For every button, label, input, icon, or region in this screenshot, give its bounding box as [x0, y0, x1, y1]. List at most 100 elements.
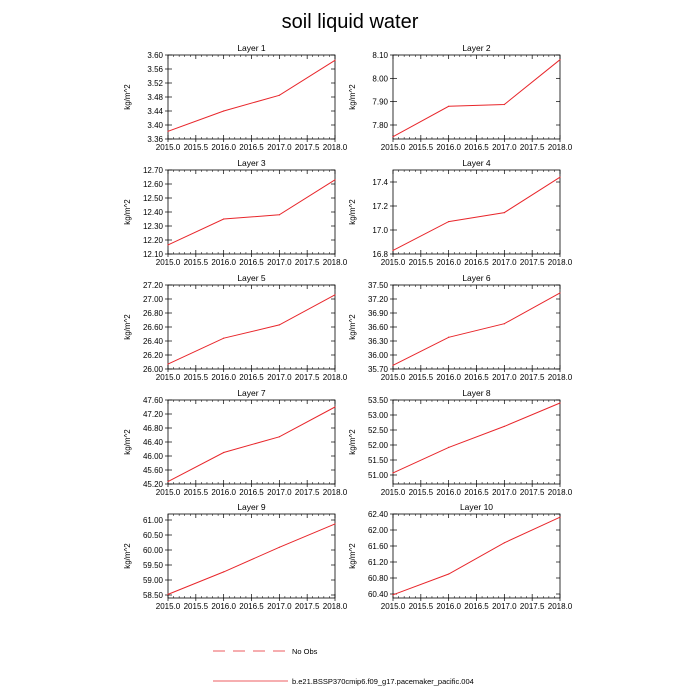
panel-6-ytick-label: 36.90 [368, 309, 389, 318]
panel-6-ytick-label: 36.30 [368, 337, 389, 346]
panel-5-ytick-label: 27.00 [143, 295, 164, 304]
panel-1-xtick-label: 2017.5 [295, 143, 320, 152]
panel-6-ytick-label: 36.60 [368, 323, 389, 332]
panel-2-ytick-label: 8.00 [372, 74, 388, 83]
panel-1-xtick-label: 2016.5 [239, 143, 264, 152]
panel-3-ytick-label: 12.50 [143, 194, 164, 203]
panel-9-series-line [167, 523, 336, 595]
panel-10-series-line [392, 516, 561, 596]
panel-6-ytick-label: 37.50 [368, 281, 389, 290]
panel-9-ytick-label: 60.50 [143, 531, 164, 540]
panel-2-xtick-label: 2018.0 [548, 143, 573, 152]
panel-10-xtick-label: 2015.5 [409, 602, 434, 611]
panel-8-xtick-label: 2015.5 [409, 488, 434, 497]
panel-1-point [167, 130, 169, 132]
panel-4-ytick-label: 16.8 [372, 250, 388, 259]
panel-3-ytick-label: 12.10 [143, 250, 164, 259]
panel-10-ytick-label: 61.20 [368, 558, 389, 567]
panel-8-xtick-label: 2015.0 [381, 488, 406, 497]
panel-5-ytick-label: 26.20 [143, 351, 164, 360]
legend: No Obs b.e21.BSSP370cmip6.f09_g17.pacema… [213, 647, 474, 686]
panel-6-xtick-label: 2016.0 [436, 373, 461, 382]
panel-6-ylabel: kg/m^2 [348, 314, 357, 340]
panel-7-point [334, 406, 336, 408]
panel-9-ytick-label: 58.50 [143, 591, 164, 600]
panel-8-xtick-label: 2017.5 [520, 488, 545, 497]
panel-9-xtick-label: 2015.0 [156, 602, 181, 611]
panel-2-ytick-label: 7.80 [372, 121, 388, 130]
panel-3-ytick-label: 12.70 [143, 166, 164, 175]
panel-9-xtick-label: 2016.0 [211, 602, 236, 611]
panel-4-frame [392, 169, 561, 255]
panel-3-ytick-label: 12.40 [143, 208, 164, 217]
panel-1-ytick-label: 3.48 [147, 93, 163, 102]
panel-10-point [448, 573, 450, 575]
panel-2-ytick-label: 7.90 [372, 98, 388, 107]
panel-9-xtick-label: 2016.5 [239, 602, 264, 611]
panel-2-xtick-label: 2015.5 [409, 143, 434, 152]
panel-8-xtick-label: 2017.0 [492, 488, 517, 497]
panel-5-xtick-label: 2017.0 [267, 373, 292, 382]
panel-8-title: Layer 8 [462, 388, 491, 398]
panel-3-xtick-label: 2016.5 [239, 258, 264, 267]
panel-7-xtick-label: 2017.0 [267, 488, 292, 497]
panel-1-ytick-label: 3.44 [147, 107, 163, 116]
panel-10-xtick-label: 2016.0 [436, 602, 461, 611]
panel-1-xtick-label: 2015.5 [184, 143, 209, 152]
panel-1-point [223, 110, 225, 112]
panel-4-title: Layer 4 [462, 158, 491, 168]
panel-10-xtick-label: 2018.0 [548, 602, 573, 611]
panel-10-ytick-label: 60.80 [368, 574, 389, 583]
panel-5-ytick-label: 26.80 [143, 309, 164, 318]
panel-1-point [334, 59, 336, 61]
panel-10-point [392, 594, 394, 596]
panel-3-ytick-label: 12.60 [143, 180, 164, 189]
panel-8-frame [392, 399, 561, 485]
panel-7-ytick-label: 46.00 [143, 452, 164, 461]
legend-label-no-obs: No Obs [292, 647, 318, 656]
panel-7-xtick-label: 2015.5 [184, 488, 209, 497]
panel-4-ylabel: kg/m^2 [348, 199, 357, 225]
panel-1-ytick-label: 3.52 [147, 79, 163, 88]
panel-7-point [278, 436, 280, 438]
panel-8-ytick-label: 53.00 [368, 411, 389, 420]
panel-4-point [503, 212, 505, 214]
panel-7-ytick-label: 45.20 [143, 480, 164, 489]
panel-6-xtick-label: 2017.5 [520, 373, 545, 382]
panel-7-ytick-label: 47.20 [143, 410, 164, 419]
panel-7-title: Layer 7 [237, 388, 266, 398]
panel-10-point [559, 516, 561, 518]
panel-1-ytick-label: 3.56 [147, 65, 163, 74]
panel-7-xtick-label: 2017.5 [295, 488, 320, 497]
panel-4-point [392, 249, 394, 251]
panel-1-xtick-label: 2018.0 [323, 143, 348, 152]
panel-9-point [167, 593, 169, 596]
panel-7-ytick-label: 46.40 [143, 438, 164, 447]
panel-2-xtick-label: 2017.5 [520, 143, 545, 152]
panel-3-point [278, 214, 280, 216]
panel-6-series-line [392, 292, 561, 366]
panel-4-xtick-label: 2017.0 [492, 258, 517, 267]
panel-9-xtick-label: 2015.5 [184, 602, 209, 611]
panel-5-ytick-label: 26.60 [143, 323, 164, 332]
panel-8-ytick-label: 52.50 [368, 426, 389, 435]
panel-2-point [392, 136, 394, 138]
panel-1-xtick-label: 2016.0 [211, 143, 236, 152]
panel-8-point [503, 425, 505, 427]
panel-7-ylabel: kg/m^2 [123, 429, 132, 455]
panel-6-xtick-label: 2017.0 [492, 373, 517, 382]
panel-4-xtick-label: 2015.0 [381, 258, 406, 267]
panel-2-xtick-label: 2017.0 [492, 143, 517, 152]
legend-label-run: b.e21.BSSP370cmip6.f09_g17.pacemaker_pac… [292, 677, 474, 686]
panel-4-ytick-label: 17.0 [372, 226, 388, 235]
panel-7-xtick-label: 2015.0 [156, 488, 181, 497]
panel-3-xtick-label: 2018.0 [323, 258, 348, 267]
panel-9-ytick-label: 60.00 [143, 546, 164, 555]
